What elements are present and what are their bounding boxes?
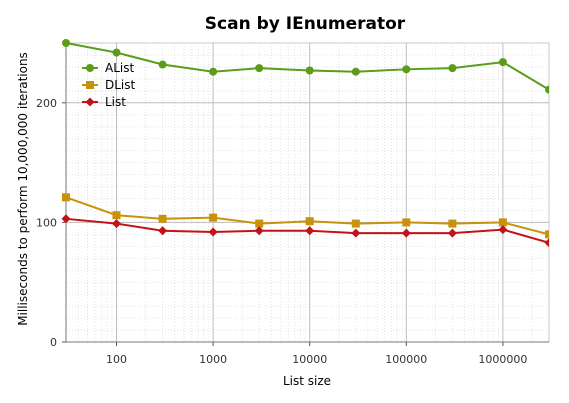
data-point-list bbox=[254, 226, 264, 236]
data-point-dlist bbox=[209, 213, 218, 222]
data-point-alist bbox=[62, 39, 70, 47]
data-point-list bbox=[61, 214, 71, 224]
data-point-alist bbox=[498, 58, 507, 67]
series-alist bbox=[62, 39, 549, 94]
data-point-dlist bbox=[402, 218, 411, 227]
data-point-dlist bbox=[62, 193, 70, 202]
chart-title: Scan by IEnumerator bbox=[205, 14, 406, 34]
plot-area bbox=[65, 42, 550, 343]
legend: AList DList List bbox=[82, 61, 136, 109]
series-list bbox=[61, 214, 549, 248]
y-axis-label: Milliseconds to perform 10,000,000 itera… bbox=[16, 52, 30, 326]
data-point-list bbox=[351, 228, 361, 238]
data-point-dlist bbox=[112, 211, 121, 220]
data-point-alist bbox=[545, 85, 549, 94]
legend-marker-list bbox=[85, 97, 95, 107]
data-point-alist bbox=[402, 65, 411, 74]
data-point-alist bbox=[112, 48, 121, 57]
x-tick-label: 100 bbox=[106, 353, 127, 366]
data-point-alist bbox=[209, 67, 218, 76]
legend-item-alist: AList bbox=[82, 61, 134, 75]
data-point-list bbox=[305, 226, 315, 236]
data-point-list bbox=[158, 226, 168, 236]
x-tick-label: 1000 bbox=[199, 353, 227, 366]
data-point-list bbox=[498, 225, 508, 235]
data-point-list bbox=[447, 228, 457, 238]
data-point-alist bbox=[255, 64, 264, 73]
x-axis-label: List size bbox=[283, 374, 331, 388]
data-point-list bbox=[401, 228, 411, 238]
data-point-dlist bbox=[448, 219, 457, 228]
legend-marker-dlist bbox=[86, 81, 94, 89]
legend-label-alist: AList bbox=[105, 61, 134, 75]
y-tick-label: 100 bbox=[36, 216, 57, 229]
data-point-list bbox=[112, 219, 122, 229]
data-point-alist bbox=[448, 64, 457, 73]
y-tick-label: 200 bbox=[36, 97, 57, 110]
data-point-alist bbox=[305, 66, 314, 75]
grid bbox=[66, 43, 549, 342]
series-layer bbox=[61, 39, 549, 248]
data-point-dlist bbox=[255, 219, 264, 228]
legend-item-list: List bbox=[82, 95, 126, 109]
x-tick-label: 100000 bbox=[385, 353, 427, 366]
legend-label-dlist: DList bbox=[105, 78, 136, 92]
data-point-alist bbox=[158, 60, 167, 69]
y-tick-label: 0 bbox=[50, 336, 57, 349]
axes: 100 1000 10000 100000 1000000 0 100 200 bbox=[36, 43, 549, 366]
data-point-list bbox=[544, 238, 549, 248]
x-tick-label: 1000000 bbox=[478, 353, 527, 366]
legend-item-dlist: DList bbox=[82, 78, 136, 92]
data-point-dlist bbox=[545, 230, 549, 239]
legend-label-list: List bbox=[105, 95, 126, 109]
data-point-dlist bbox=[158, 214, 167, 223]
series-dlist bbox=[62, 193, 549, 239]
data-point-list bbox=[208, 227, 218, 237]
data-point-dlist bbox=[351, 219, 360, 228]
data-point-dlist bbox=[305, 217, 314, 226]
legend-marker-alist bbox=[86, 64, 94, 72]
data-point-alist bbox=[351, 67, 360, 76]
x-tick-label: 10000 bbox=[292, 353, 327, 366]
data-point-dlist bbox=[498, 218, 507, 227]
